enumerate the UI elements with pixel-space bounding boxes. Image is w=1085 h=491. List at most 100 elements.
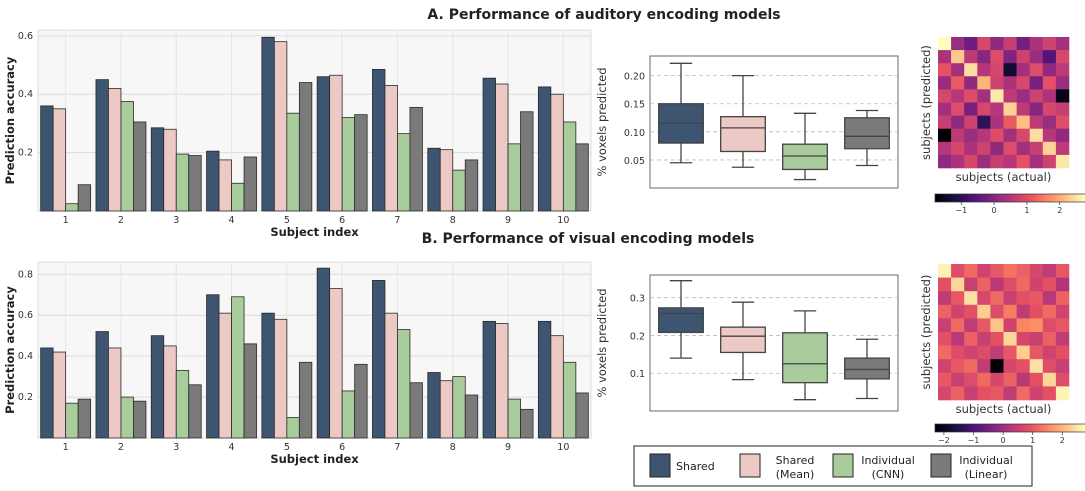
heatmap-cell <box>1003 37 1017 51</box>
colorbar-segment <box>1025 424 1029 432</box>
legend-swatch-individual_cnn <box>832 453 854 478</box>
heatmap-cell <box>951 89 965 103</box>
bar-shared_mean <box>384 312 398 439</box>
heatmap-cell <box>1055 102 1070 116</box>
heatmap-cell <box>1029 76 1044 90</box>
colorbar-segment <box>990 194 994 202</box>
heatmap-cell <box>1016 141 1030 156</box>
heatmap-cell <box>990 102 1004 116</box>
bar-shared <box>206 294 220 439</box>
heatmap-cell <box>938 76 952 90</box>
legend-label: (Linear) <box>965 468 1008 481</box>
heatmap-cell <box>1055 115 1070 129</box>
colorbar-segment <box>945 194 948 202</box>
colorbar-segment <box>1065 194 1069 202</box>
colorbar-segment <box>942 194 946 202</box>
y-tick-label: 0.15 <box>624 100 645 111</box>
heatmap-cell <box>1016 37 1030 51</box>
bar-individual_cnn <box>341 117 356 212</box>
heatmap-cell <box>1055 37 1070 51</box>
colorbar-segment <box>1000 424 1004 432</box>
heatmap-cell <box>1003 386 1017 401</box>
x-tick-label: 10 <box>557 442 569 453</box>
heatmap-cell <box>964 141 978 156</box>
heatmap-cell <box>964 37 978 51</box>
heatmap-cell <box>1055 76 1070 90</box>
heatmap-cell <box>1003 372 1017 387</box>
heatmap-cell <box>1029 128 1044 143</box>
colorbar-segment <box>952 424 956 432</box>
heatmap-cell <box>990 115 1004 129</box>
colorbar-segment <box>1068 194 1072 202</box>
heatmap-cell <box>1029 115 1044 129</box>
heatmap-cell <box>938 264 952 278</box>
heatmap-cell <box>1055 318 1070 333</box>
heatmap-cell <box>977 154 991 169</box>
heatmap-cell <box>1029 102 1044 116</box>
heatmap-cell <box>1055 291 1070 306</box>
heatmap-cell <box>951 359 965 374</box>
heatmap-cell <box>1016 89 1030 103</box>
x-tick-label: 3 <box>173 215 179 226</box>
heatmap-cell <box>1003 345 1017 360</box>
visual-heatmap: subjects (actual) subjects (predicted) −2 −… <box>919 264 1085 445</box>
heatmap-cell <box>964 345 978 360</box>
bar-individual_linear <box>243 343 257 439</box>
heatmap-cell <box>990 264 1004 278</box>
colorbar-segment <box>1048 424 1052 432</box>
heatmap-cell <box>977 277 991 292</box>
heatmap-cell <box>990 50 1004 64</box>
heatmap-cell <box>951 63 965 77</box>
colorbar-segment <box>1010 194 1014 202</box>
bar-individual_linear <box>464 159 479 212</box>
heatmap-cell <box>1029 264 1044 278</box>
colorbar-segment <box>937 194 941 202</box>
heatmap-cell <box>938 115 952 129</box>
heatmap-cell <box>977 63 991 77</box>
colorbar-segment <box>982 424 986 432</box>
title-auditory: A. Performance of auditory encoding mode… <box>427 7 780 23</box>
colorbar-segment <box>950 194 954 202</box>
bar-shared <box>372 69 386 212</box>
heatmap-cell <box>964 277 978 292</box>
heatmap-cell <box>1003 359 1017 374</box>
colorbar-segment <box>1002 424 1006 432</box>
colorbar-segment <box>1005 194 1009 202</box>
colorbar-segment <box>997 424 1001 432</box>
bar-individual_cnn <box>562 121 577 212</box>
heatmap-cell <box>1016 63 1030 77</box>
y-axis-label: % voxels predicted <box>595 289 609 398</box>
colorbar-segment <box>1050 424 1054 432</box>
heatmap-cell <box>964 304 978 319</box>
bar-shared_mean <box>163 128 177 212</box>
heatmap-cell <box>1042 264 1057 278</box>
colorbar-tick-label: 0 <box>992 206 997 215</box>
colorbar-segment <box>987 194 991 202</box>
heatmap-cell <box>1003 154 1017 169</box>
heatmap-cell <box>938 141 952 156</box>
heatmap-cell <box>977 332 991 346</box>
heatmap-cell <box>1016 332 1030 346</box>
colorbar-segment <box>1020 424 1024 432</box>
heatmap-cell <box>1016 359 1030 374</box>
visual-bar-chart: 0.2 0.4 0.6 0.8 1 2 3 4 5 6 7 8 9 10 Subject index Pred… <box>3 261 592 466</box>
y-tick-label: 0.10 <box>624 128 645 139</box>
heatmap-cell <box>1055 359 1070 374</box>
bar-shared_mean <box>439 149 454 212</box>
heatmap-cell <box>990 372 1004 387</box>
colorbar-segment <box>985 424 989 432</box>
heatmap-cell <box>990 291 1004 306</box>
x-tick-label: 1 <box>63 215 69 226</box>
visual-box-plot: 0.1 0.2 0.3 % voxels predicted <box>595 274 899 412</box>
heatmap-cell <box>1016 154 1030 169</box>
x-tick-label: 6 <box>339 215 345 226</box>
heatmap-cell <box>938 359 952 374</box>
heatmap-cell <box>990 332 1004 346</box>
x-tick-label: 8 <box>450 215 456 226</box>
heatmap-cell <box>1055 304 1070 319</box>
heatmap-cell <box>951 102 965 116</box>
heatmap-cell <box>1029 291 1044 306</box>
colorbar-segment <box>1053 424 1057 432</box>
heatmap-cell <box>1016 264 1030 278</box>
colorbar-segment <box>1002 194 1006 202</box>
